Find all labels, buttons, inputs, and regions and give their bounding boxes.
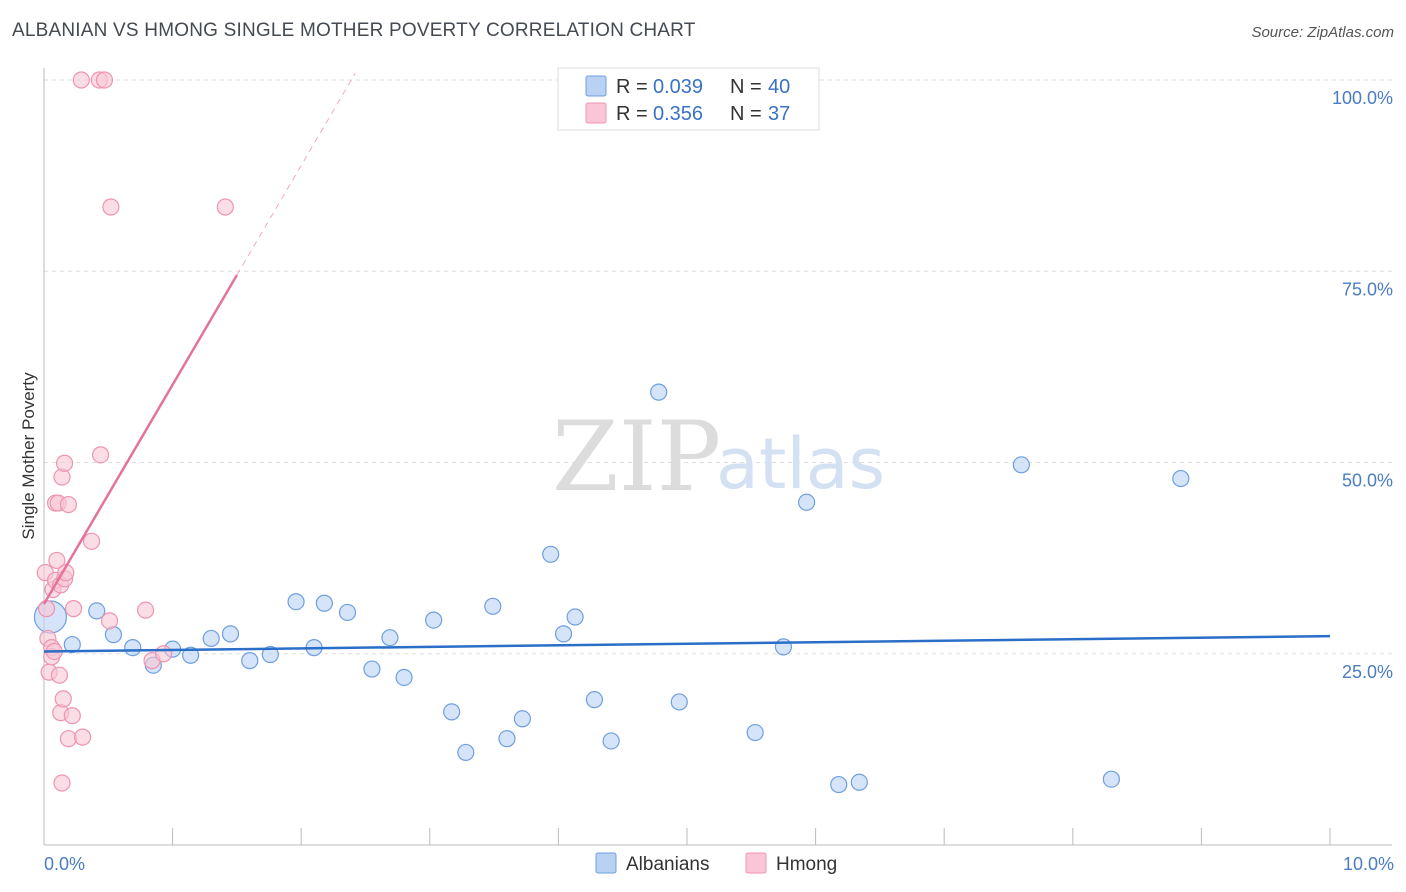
hmong-trend-line bbox=[42, 274, 238, 605]
albanian-point-19 bbox=[425, 611, 443, 629]
legend-bottom: Albanians Hmong bbox=[595, 852, 837, 875]
y-tick-labels: 25.0% 50.0% 75.0% 100.0% bbox=[1332, 88, 1393, 682]
hmong-point-33 bbox=[136, 601, 155, 619]
bottom-legend-label-hmong: Hmong bbox=[776, 854, 837, 875]
hmong-point-23 bbox=[63, 707, 81, 725]
bottom-legend-swatch-hmong bbox=[745, 852, 767, 874]
albanian-point-14 bbox=[315, 594, 333, 612]
x-tick-label-max: 10.0% bbox=[1343, 854, 1394, 874]
hmong-point-25 bbox=[72, 71, 90, 89]
hmong-point-31 bbox=[100, 612, 119, 630]
legend-n-value-hmong: 37 bbox=[768, 103, 790, 125]
trend-lines bbox=[42, 73, 1331, 653]
hmong-point-36 bbox=[216, 198, 234, 216]
bottom-legend-label-albanians: Albanians bbox=[626, 854, 709, 875]
hmong-point-17 bbox=[54, 690, 72, 708]
albanian-point-36 bbox=[850, 773, 868, 791]
albanian-point-1 bbox=[63, 635, 81, 654]
hmong-point-30 bbox=[95, 71, 114, 89]
albanian-point-23 bbox=[498, 730, 516, 748]
albanian-point-34 bbox=[797, 493, 816, 511]
albanian-trend-line bbox=[43, 634, 1331, 653]
albanian-point-8 bbox=[202, 629, 220, 648]
albanian-point-18 bbox=[395, 668, 413, 687]
albanian-point-4 bbox=[124, 639, 142, 657]
albanian-point-32 bbox=[746, 723, 764, 742]
legend-r-value-albanians: 0.039 bbox=[653, 76, 703, 98]
hmong-point-21 bbox=[59, 730, 78, 748]
watermark: ZIP atlas bbox=[552, 401, 885, 513]
hmong-point-32 bbox=[102, 198, 120, 216]
albanian-point-31 bbox=[670, 693, 688, 711]
albanian-point-17 bbox=[381, 629, 399, 647]
gridlines bbox=[44, 79, 1392, 655]
legend-r-value-hmong: 0.356 bbox=[653, 103, 703, 125]
albanian-point-26 bbox=[554, 625, 573, 643]
albanian-point-29 bbox=[602, 732, 620, 750]
y-tick-label-75: 75.0% bbox=[1342, 279, 1393, 299]
legend-swatch-albanians bbox=[585, 75, 607, 97]
watermark-atlas: atlas bbox=[716, 423, 885, 505]
hmong-trend-extension bbox=[236, 73, 356, 276]
x-tick-label-min: 0.0% bbox=[44, 854, 85, 874]
albanian-point-24 bbox=[513, 710, 531, 728]
albanian-point-22 bbox=[484, 597, 502, 615]
albanian-point-35 bbox=[830, 775, 848, 794]
legend-swatch-hmong bbox=[585, 102, 607, 124]
legend-n-value-albanians: 40 bbox=[768, 76, 790, 98]
albanian-point-37 bbox=[1012, 456, 1030, 474]
hmong-point-16 bbox=[53, 774, 71, 792]
albanian-point-12 bbox=[287, 593, 305, 611]
albanian-point-2 bbox=[88, 602, 106, 620]
albanian-point-7 bbox=[182, 646, 200, 664]
albanian-point-16 bbox=[363, 660, 381, 678]
hmong-point-12 bbox=[50, 666, 69, 684]
legend-n-label-albanians: N = bbox=[730, 76, 762, 98]
albanian-point-9 bbox=[221, 625, 240, 643]
y-tick-label-100: 100.0% bbox=[1332, 88, 1393, 108]
hmong-point-22 bbox=[59, 495, 78, 514]
bottom-legend-swatch-albanians bbox=[595, 852, 617, 874]
albanian-point-25 bbox=[542, 545, 560, 563]
hmong-point-10 bbox=[48, 551, 66, 570]
hmong-point-35 bbox=[154, 645, 173, 663]
hmong-point-26 bbox=[73, 728, 92, 746]
albanian-point-39 bbox=[1172, 469, 1190, 488]
albanian-point-10 bbox=[241, 652, 259, 670]
y-axis-label: Single Mother Poverty bbox=[19, 372, 38, 540]
series-hmong bbox=[36, 71, 234, 792]
y-tick-label-50: 50.0% bbox=[1342, 471, 1393, 491]
albanian-point-20 bbox=[443, 703, 461, 721]
chart-title: ALBANIAN VS HMONG SINGLE MOTHER POVERTY … bbox=[12, 20, 696, 41]
albanian-point-30 bbox=[650, 383, 668, 401]
legend-r-label-albanians: R = bbox=[616, 76, 648, 98]
y-tick-label-25: 25.0% bbox=[1342, 662, 1393, 682]
legend-n-label-hmong: N = bbox=[730, 103, 762, 125]
hmong-point-27 bbox=[82, 532, 101, 550]
albanian-point-28 bbox=[585, 691, 604, 709]
albanian-point-33 bbox=[774, 638, 793, 656]
albanian-point-15 bbox=[338, 603, 357, 622]
hmong-point-24 bbox=[64, 600, 83, 618]
hmong-point-19 bbox=[55, 454, 74, 472]
legend-top: R = 0.039 N = 40 R = 0.356 N = 37 bbox=[557, 67, 820, 131]
albanian-point-27 bbox=[566, 608, 584, 626]
chart-source: Source: ZipAtlas.com bbox=[1251, 24, 1394, 41]
albanian-point-11 bbox=[261, 645, 279, 664]
hmong-point-1 bbox=[37, 600, 56, 618]
legend-r-label-hmong: R = bbox=[616, 103, 648, 125]
albanian-point-21 bbox=[457, 743, 475, 762]
x-axis-ticks bbox=[172, 828, 1331, 845]
albanian-point-38 bbox=[1102, 770, 1120, 788]
axes bbox=[43, 68, 1392, 846]
hmong-point-29 bbox=[91, 446, 110, 464]
watermark-zip: ZIP bbox=[552, 401, 721, 513]
